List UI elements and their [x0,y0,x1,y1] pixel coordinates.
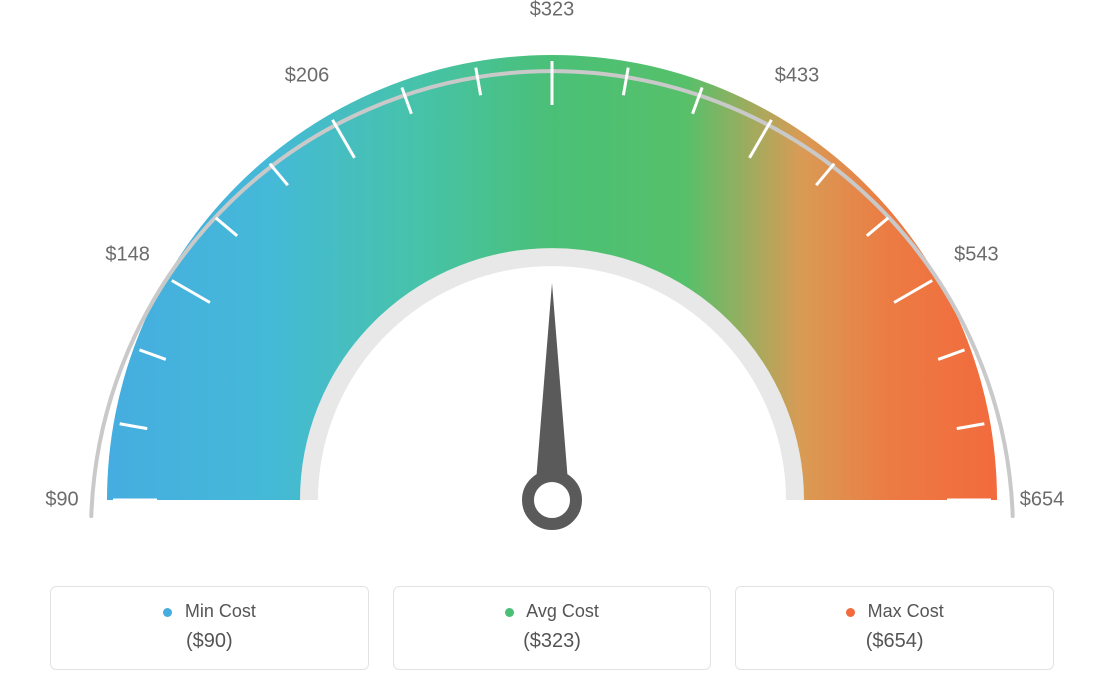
gauge-tick-label: $543 [954,244,999,267]
legend-avg-value: ($323) [404,630,701,653]
legend-max: Max Cost ($654) [735,586,1054,670]
legend-avg: Avg Cost ($323) [393,586,712,670]
dot-icon [505,608,514,617]
gauge-tick-label: $654 [1020,489,1065,512]
legend-avg-label-text: Avg Cost [526,601,599,621]
dot-icon [846,608,855,617]
legend-min-label-text: Min Cost [185,601,256,621]
gauge-tick-label: $433 [775,64,820,87]
legend-min-label: Min Cost [61,601,358,622]
dot-icon [163,608,172,617]
legend-max-label: Max Cost [746,601,1043,622]
legend-row: Min Cost ($90) Avg Cost ($323) Max Cost … [50,586,1054,670]
gauge-tick-label: $323 [530,0,575,22]
legend-max-value: ($654) [746,630,1043,653]
gauge-tick-label: $206 [285,64,330,87]
cost-gauge: $90 $148 $206 $323 $433 $543 $654 [0,0,1104,560]
gauge-tick-label: $90 [45,489,78,512]
legend-max-label-text: Max Cost [868,601,944,621]
legend-min-value: ($90) [61,630,358,653]
gauge-svg [0,0,1104,560]
legend-min: Min Cost ($90) [50,586,369,670]
gauge-tick-label: $148 [105,244,150,267]
legend-avg-label: Avg Cost [404,601,701,622]
